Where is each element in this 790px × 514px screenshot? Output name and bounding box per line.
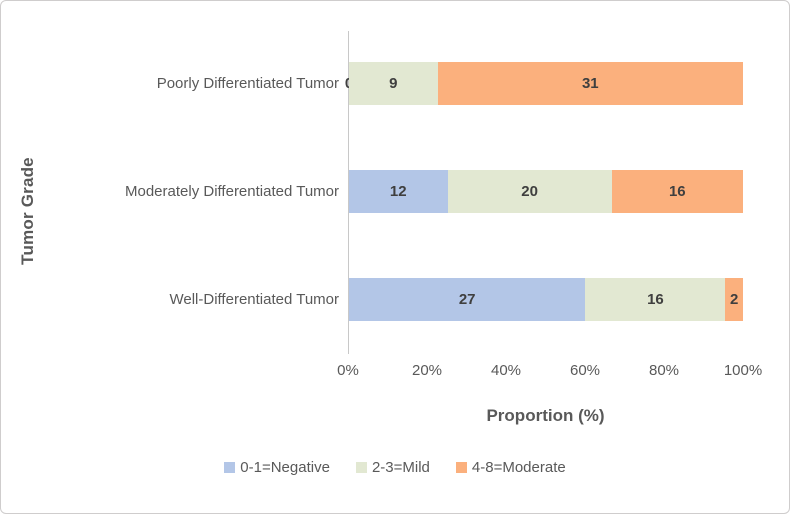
data-label: 9 (389, 75, 398, 92)
x-tick-label: 20% (411, 362, 443, 379)
x-tick-label: 40% (490, 362, 522, 379)
category-label: Well-Differentiated Tumor (169, 291, 339, 308)
legend-item: 0-1=Negative (224, 459, 330, 476)
bar-segment: 16 (611, 170, 743, 213)
stacked-bar: 0931 (345, 62, 743, 105)
stacked-bar: 12 20 16 (349, 170, 743, 213)
legend-swatch-icon (224, 462, 236, 473)
bar-segment: 31 (437, 62, 743, 105)
x-tick-label: 60% (569, 362, 601, 379)
data-label: 16 (668, 183, 686, 200)
legend-swatch-icon (455, 462, 467, 473)
legend-item: 4-8=Moderate (455, 459, 566, 476)
legend-swatch-icon (355, 462, 367, 473)
x-tick-label: 100% (723, 362, 763, 379)
bar-segment: 16 (585, 278, 726, 321)
legend-item: 2-3=Mild (355, 459, 430, 476)
bar-segment: 9 (349, 62, 438, 105)
bar-segment: 27 (349, 278, 586, 321)
data-label: 12 (389, 183, 407, 200)
legend-label: 2-3=Mild (371, 459, 430, 476)
category-label: Moderately Differentiated Tumor (125, 183, 339, 200)
legend-label: 4-8=Moderate (471, 459, 566, 476)
x-axis-title: Proportion (%) (486, 406, 605, 425)
y-axis-line (348, 31, 349, 354)
x-tick-label: 0% (337, 362, 359, 379)
data-label: 2 (730, 291, 739, 308)
data-label: 16 (647, 291, 664, 308)
data-label: 31 (581, 75, 599, 92)
bar-segment: 20 (447, 170, 612, 213)
x-tick-label: 80% (648, 362, 680, 379)
data-label: 27 (458, 291, 476, 308)
legend-label: 0-1=Negative (240, 459, 330, 476)
category-label: Poorly Differentiated Tumor (156, 75, 339, 92)
legend: 0-1=Negative 2-3=Mild 4-8=Moderate (1, 459, 789, 476)
bar-segment: 2 (725, 278, 743, 321)
data-label: 20 (521, 183, 538, 200)
stacked-bar: 27 16 2 (349, 278, 743, 321)
bar-segment: 12 (349, 170, 448, 213)
